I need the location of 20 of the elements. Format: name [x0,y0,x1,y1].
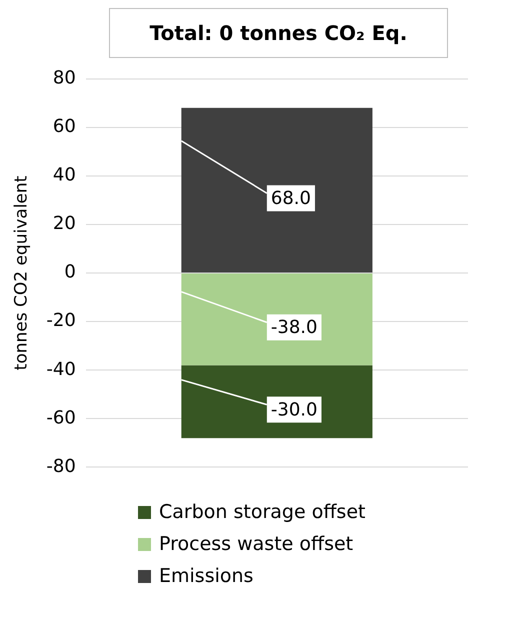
bar [181,274,372,366]
y-tick-label: 80 [52,67,76,88]
y-tick-label: 20 [52,213,76,234]
y-tick-label: 0 [64,262,76,283]
y-tick-label: 60 [52,116,76,138]
y-tick-label: -60 [46,407,76,428]
data-label: -30.0 [270,399,318,420]
data-label: -38.0 [270,317,318,338]
y-axis-title: tonnes CO2 equivalent [12,175,32,370]
data-label: 68.0 [270,188,311,209]
y-tick-label: -40 [46,358,76,380]
y-tick-label: 40 [52,164,76,186]
legend-label: Process waste offset [159,533,354,555]
y-tick-label: -20 [46,310,76,332]
bar [181,365,372,438]
y-tick-label: -80 [46,456,76,477]
legend-label: Carbon storage offset [159,501,366,523]
chart-title: Total: 0 tonnes CO₂ Eq. [108,8,448,58]
bar [181,108,372,272]
legend-label: Emissions [159,565,254,587]
